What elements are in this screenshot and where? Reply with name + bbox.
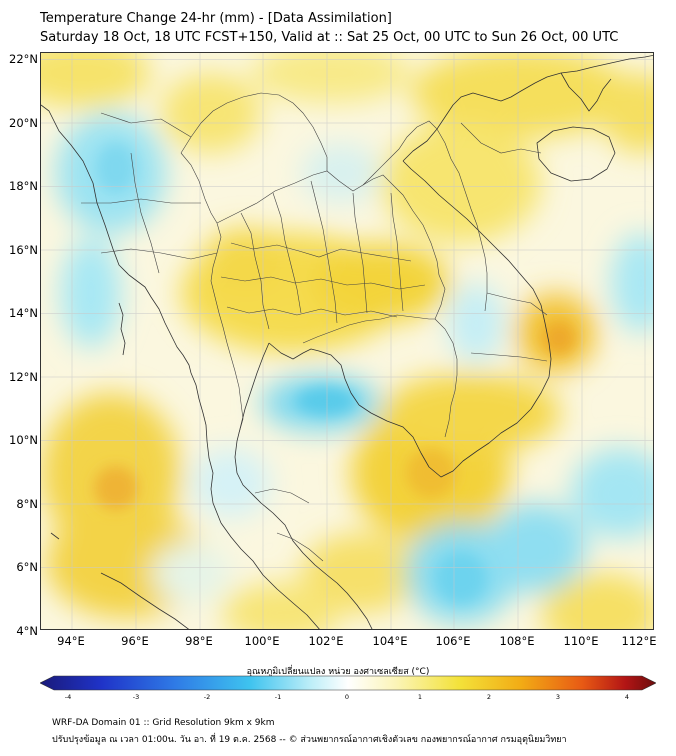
colorbar xyxy=(40,675,656,691)
colorbar-tick-3: 3 xyxy=(555,693,561,701)
country-borders xyxy=(81,92,548,562)
colorbar-tick-neg4: -4 xyxy=(64,693,72,701)
map-canvas xyxy=(41,53,653,629)
lat-label-10n: 10°N xyxy=(9,433,38,447)
lon-label-96e: 96°E xyxy=(121,634,149,648)
map-frame xyxy=(40,52,654,630)
lat-label-20n: 20°N xyxy=(9,116,38,130)
graticule xyxy=(41,53,653,629)
lat-label-18n: 18°N xyxy=(9,179,38,193)
lon-label-98e: 98°E xyxy=(185,634,213,648)
lat-label-4n: 4°N xyxy=(16,624,38,638)
lat-label-8n: 8°N xyxy=(16,497,38,511)
colorbar-tick-neg2: -2 xyxy=(203,693,211,701)
colorbar-tick-neg3: -3 xyxy=(132,693,140,701)
colorbar-tick-neg1: -1 xyxy=(274,693,282,701)
colorbar-tick-0: 0 xyxy=(344,693,350,701)
lon-label-108e: 108°E xyxy=(499,634,535,648)
colorbar-tick-2: 2 xyxy=(486,693,492,701)
lat-label-14n: 14°N xyxy=(9,306,38,320)
map-subtitle: Saturday 18 Oct, 18 UTC FCST+150, Valid … xyxy=(40,30,619,45)
colorbar-tick-4: 4 xyxy=(624,693,630,701)
footer-model-info: WRF-DA Domain 01 :: Grid Resolution 9km … xyxy=(52,718,275,728)
lon-label-106e: 106°E xyxy=(435,634,471,648)
lat-label-12n: 12°N xyxy=(9,370,38,384)
lat-label-16n: 16°N xyxy=(9,243,38,257)
lat-label-6n: 6°N xyxy=(16,560,38,574)
colorbar-title: อุณหภูมิเปลี่ยนแปลง หน่วย องศาเซลเซียส (… xyxy=(246,667,430,677)
lon-label-94e: 94°E xyxy=(57,634,85,648)
map-title: Temperature Change 24-hr (mm) - [Data As… xyxy=(40,11,392,26)
lat-label-22n: 22°N xyxy=(9,52,38,66)
lon-label-100e: 100°E xyxy=(244,634,280,648)
lon-label-104e: 104°E xyxy=(372,634,408,648)
lon-label-112e: 112°E xyxy=(621,634,657,648)
footer-credit: ปรับปรุงข้อมูล ณ เวลา 01:00น. วัน อา. ที… xyxy=(52,735,567,745)
temperature-field xyxy=(41,53,653,629)
coastlines xyxy=(41,54,653,629)
lon-label-110e: 110°E xyxy=(563,634,599,648)
colorbar-tick-1: 1 xyxy=(417,693,423,701)
lon-label-102e: 102°E xyxy=(308,634,344,648)
